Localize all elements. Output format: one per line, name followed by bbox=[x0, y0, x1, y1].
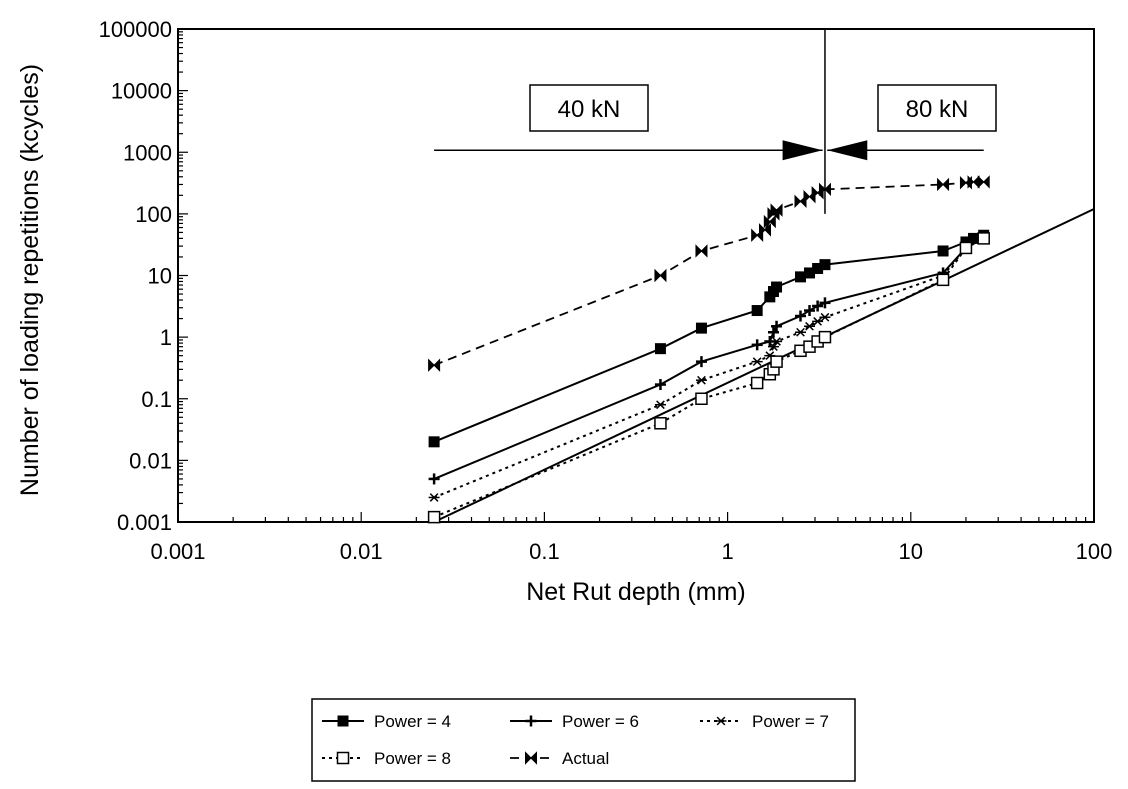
data-point bbox=[336, 751, 350, 765]
data-point bbox=[819, 312, 831, 322]
data-point bbox=[695, 375, 707, 385]
data-point bbox=[812, 300, 824, 312]
load-box bbox=[529, 84, 649, 132]
data-point bbox=[771, 320, 783, 332]
data-point bbox=[428, 493, 440, 502]
series-line bbox=[433, 180, 984, 367]
load-box bbox=[877, 84, 997, 132]
legend: Power = 4 Power = 6 Power = 7 Power = 8 Actu… bbox=[311, 698, 856, 782]
data-point bbox=[758, 223, 771, 237]
data-point bbox=[695, 322, 707, 334]
data-point bbox=[795, 271, 807, 283]
data-point bbox=[795, 310, 807, 322]
data-point bbox=[525, 751, 537, 765]
data-point bbox=[695, 392, 708, 405]
series-markers bbox=[427, 175, 990, 524]
data-point bbox=[654, 400, 666, 410]
data-point bbox=[967, 175, 980, 189]
data-point bbox=[977, 175, 990, 189]
load-box-label: 40 kN bbox=[558, 96, 621, 123]
legend-label: Power = 6 bbox=[562, 712, 639, 731]
data-point bbox=[819, 259, 831, 271]
data-point bbox=[654, 268, 667, 283]
data-point bbox=[937, 245, 949, 257]
y-tick-labels: 0.001 0.01 0.1 1 10 100 1000 10000 100000 bbox=[99, 17, 172, 535]
data-point bbox=[337, 715, 349, 727]
data-point bbox=[751, 357, 763, 367]
legend-box bbox=[311, 698, 856, 782]
legend-label: Actual bbox=[562, 749, 609, 768]
y-tick-label: 0.001 bbox=[117, 510, 172, 535]
data-point bbox=[695, 244, 708, 258]
data-point bbox=[804, 305, 816, 317]
data-point bbox=[767, 326, 779, 338]
x-tick-label: 0.01 bbox=[340, 539, 383, 564]
data-point bbox=[695, 356, 707, 368]
data-point bbox=[771, 337, 783, 346]
data-point bbox=[812, 262, 824, 274]
y-axis-title: Number of loading repetitions (kcycles) bbox=[16, 64, 44, 496]
y-tick-label: 1 bbox=[160, 325, 172, 350]
y-tick-label: 100000 bbox=[99, 17, 172, 42]
data-point bbox=[427, 510, 441, 524]
series-line bbox=[433, 208, 1095, 523]
legend-label: Power = 4 bbox=[374, 712, 451, 731]
data-point bbox=[751, 339, 763, 351]
data-point bbox=[525, 715, 537, 727]
x-tick-label: 100 bbox=[1076, 539, 1113, 564]
load-arrow-head bbox=[827, 140, 868, 161]
data-point bbox=[818, 330, 832, 344]
y-tick-label: 100 bbox=[135, 202, 172, 227]
data-point bbox=[428, 358, 441, 372]
data-point bbox=[936, 273, 950, 287]
data-point bbox=[771, 281, 783, 293]
series-line bbox=[433, 237, 985, 499]
data-point bbox=[767, 342, 779, 352]
series-line bbox=[433, 234, 984, 443]
series-line bbox=[433, 237, 985, 519]
series-line bbox=[433, 237, 985, 480]
series-lines bbox=[433, 180, 1095, 523]
x-tick-label: 0.001 bbox=[150, 539, 205, 564]
y-tick-label: 0.01 bbox=[129, 448, 172, 473]
data-point bbox=[770, 203, 783, 217]
data-point bbox=[804, 267, 816, 279]
x-tick-label: 0.1 bbox=[529, 539, 560, 564]
load-annotations: 40 kN 80 kN bbox=[434, 29, 997, 214]
data-point bbox=[968, 232, 980, 244]
data-point bbox=[428, 473, 440, 485]
legend-label: Power = 8 bbox=[374, 749, 451, 768]
data-point bbox=[812, 317, 824, 326]
x-tick-labels: 0.001 0.01 0.1 1 10 100 bbox=[150, 539, 1112, 564]
data-point bbox=[770, 355, 783, 368]
data-point bbox=[959, 241, 973, 255]
data-point bbox=[937, 177, 950, 192]
x-axis-title: Net Rut depth (mm) bbox=[526, 578, 746, 606]
data-point bbox=[751, 305, 763, 317]
axis-ticks bbox=[177, 31, 1087, 523]
data-point bbox=[428, 436, 440, 448]
y-tick-label: 0.1 bbox=[141, 387, 172, 412]
data-point bbox=[715, 716, 727, 726]
legend-label: Power = 7 bbox=[752, 712, 829, 731]
data-point bbox=[804, 321, 816, 331]
data-point bbox=[819, 297, 831, 309]
x-tick-label: 10 bbox=[899, 539, 923, 564]
y-tick-label: 10 bbox=[148, 264, 172, 289]
load-arrow-head bbox=[782, 140, 823, 161]
y-tick-label: 10000 bbox=[111, 79, 172, 104]
load-box-label: 80 kN bbox=[906, 96, 969, 123]
data-point bbox=[654, 343, 666, 355]
data-point bbox=[654, 417, 667, 430]
data-point bbox=[750, 376, 764, 390]
data-point bbox=[977, 232, 990, 245]
y-tick-label: 1000 bbox=[123, 140, 172, 165]
data-point bbox=[654, 379, 666, 391]
x-tick-label: 1 bbox=[721, 539, 733, 564]
data-point bbox=[818, 182, 831, 197]
data-point bbox=[795, 327, 807, 337]
